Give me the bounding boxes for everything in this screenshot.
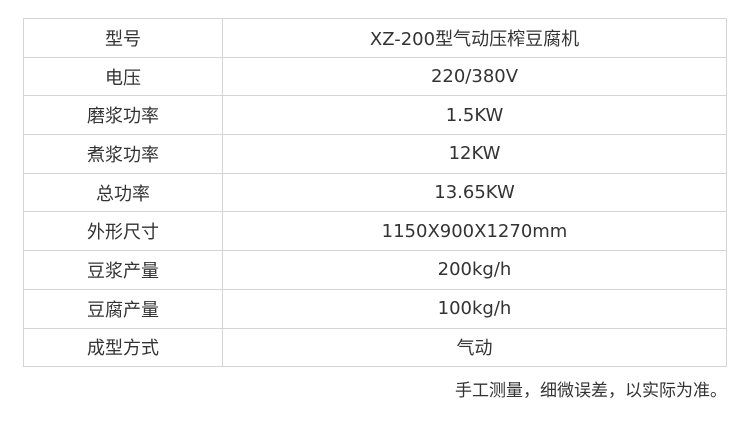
spec-row: 型号 XZ-200型气动压榨豆腐机 <box>23 18 727 58</box>
spec-value: 气动 <box>222 327 727 368</box>
spec-label: 磨浆功率 <box>23 95 223 136</box>
spec-value: 200kg/h <box>222 250 727 290</box>
spec-label: 豆腐产量 <box>23 288 223 329</box>
spec-value: 12KW <box>222 134 727 174</box>
spec-value: 220/380V <box>222 56 727 97</box>
spec-row: 成型方式 气动 <box>23 327 727 368</box>
spec-table: 型号 XZ-200型气动压榨豆腐机 电压 220/380V 磨浆功率 1.5KW 煮浆功率 1… <box>23 18 727 368</box>
spec-row: 豆腐产量 100kg/h <box>23 288 727 329</box>
measurement-note: 手工测量，细微误差，以实际为准。 <box>455 381 727 401</box>
spec-value: 100kg/h <box>222 288 727 329</box>
spec-row: 豆浆产量 200kg/h <box>23 250 727 290</box>
spec-row: 总功率 13.65KW <box>23 172 727 213</box>
spec-label: 电压 <box>23 56 223 97</box>
spec-row: 煮浆功率 12KW <box>23 134 727 174</box>
spec-label: 外形尺寸 <box>23 211 223 252</box>
spec-label: 豆浆产量 <box>23 250 223 290</box>
spec-label: 总功率 <box>23 172 223 213</box>
spec-value: 13.65KW <box>222 172 727 213</box>
spec-value: 1150X900X1270mm <box>222 211 727 252</box>
spec-label: 煮浆功率 <box>23 134 223 174</box>
spec-row: 外形尺寸 1150X900X1270mm <box>23 211 727 252</box>
spec-value: 1.5KW <box>222 95 727 136</box>
spec-row: 磨浆功率 1.5KW <box>23 95 727 136</box>
spec-value: XZ-200型气动压榨豆腐机 <box>222 18 727 58</box>
spec-row: 电压 220/380V <box>23 56 727 97</box>
spec-label: 型号 <box>23 18 223 58</box>
spec-label: 成型方式 <box>23 327 223 368</box>
